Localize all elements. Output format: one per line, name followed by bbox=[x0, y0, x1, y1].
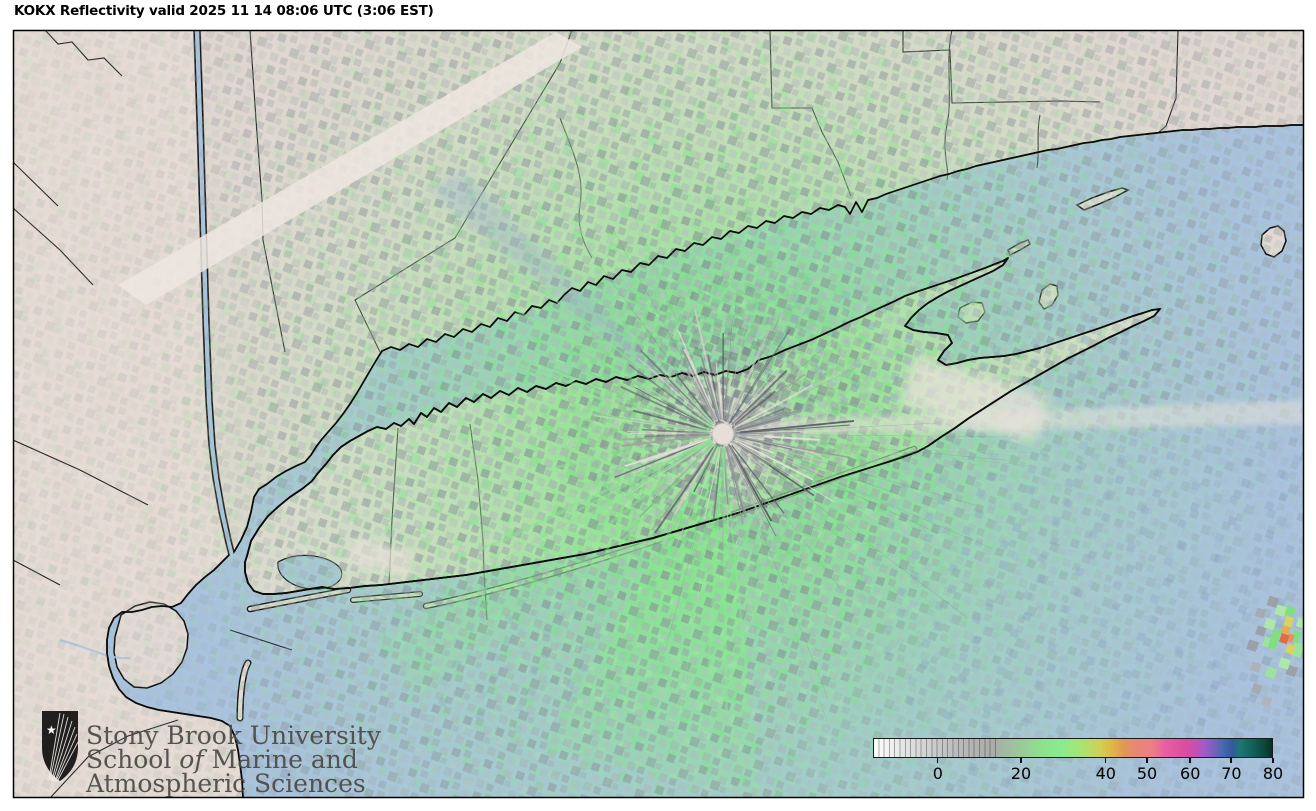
logo-line-1: Stony Brook University bbox=[86, 721, 382, 750]
radar-center-spokes bbox=[455, 181, 1033, 742]
reflectivity-colorbar bbox=[873, 738, 1273, 758]
logo-line-2: School of Marine and bbox=[86, 745, 358, 774]
svg-text:★: ★ bbox=[46, 723, 57, 737]
stony-brook-shield-icon: ★ bbox=[42, 711, 79, 782]
radar-site-marker bbox=[712, 423, 734, 445]
terrain-gap-streak bbox=[118, 32, 582, 305]
stony-brook-logo: ★ Stony Brook University School of Marin… bbox=[42, 711, 382, 798]
colorbar-gradient bbox=[874, 739, 1272, 757]
map-frame bbox=[12, 29, 1305, 799]
coastline-overlay bbox=[106, 124, 1304, 798]
plot-title: KOKX Reflectivity valid 2025 11 14 08:06… bbox=[14, 3, 434, 19]
colorbar-discrete-segments bbox=[874, 739, 998, 757]
logo-line-3: Atmospheric Sciences bbox=[85, 769, 366, 798]
radar-echoes bbox=[13, 30, 1304, 798]
storm-cell bbox=[1246, 595, 1304, 707]
long-island-outline bbox=[244, 257, 1161, 595]
